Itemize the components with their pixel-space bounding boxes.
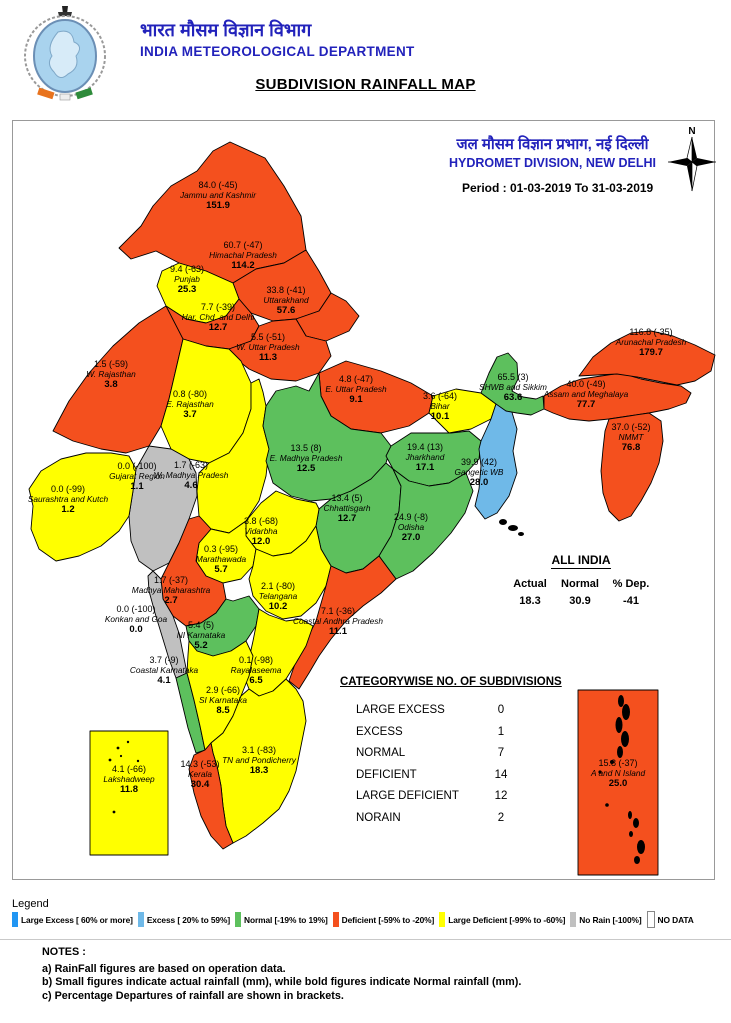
category-row: LARGE DEFICIENT 12	[340, 790, 575, 802]
category-label: NORAIN	[356, 811, 401, 824]
legend-item: No Rain [-100%]	[570, 912, 642, 927]
page-title: SUBDIVISION RAINFALL MAP	[255, 76, 476, 93]
legend-item-label: Normal [-19% to 19%]	[244, 914, 328, 925]
notes-section: NOTES : a) RainFall figures are based on…	[42, 946, 521, 1003]
legend-color-chip	[137, 912, 144, 927]
category-row: EXCESS 1	[340, 726, 575, 738]
division-name: HYDROMET DIVISION, NEW DELHI	[449, 156, 656, 170]
category-count: 14	[494, 768, 508, 781]
legend-color-chip	[332, 912, 339, 927]
category-label: NORMAL	[356, 747, 406, 759]
imd-logo	[24, 6, 106, 101]
legend-item: Deficient [-59% to -20%]	[332, 912, 435, 927]
category-row: DEFICIENT 14	[340, 769, 575, 781]
legend-item: Large Excess [ 60% or more]	[12, 912, 133, 927]
categorywise-table: CATEGORYWISE NO. OF SUBDIVISIONS LARGE E…	[340, 676, 575, 833]
legend-color-chip	[235, 912, 242, 927]
map-frame	[12, 120, 715, 880]
category-label: DEFICIENT	[356, 768, 417, 781]
categorywise-title: CATEGORYWISE NO. OF SUBDIVISIONS	[340, 676, 562, 688]
note-a: a) RainFall figures are based on operati…	[42, 962, 286, 975]
all-india-title: ALL INDIA	[551, 553, 611, 569]
imd-org-name: INDIA METEOROLOGICAL DEPARTMENT	[140, 44, 415, 59]
category-table-rows: LARGE EXCESS 0 EXCESS 1 NORMAL 7 DEFICIENT 14 LA…	[340, 704, 575, 824]
all-india-header-row: Actual Normal % Dep.	[505, 578, 657, 590]
category-count: 1	[497, 725, 505, 738]
legend-color-chip	[12, 912, 18, 927]
legend-item: Large Deficient [-99% to -60%]	[439, 912, 565, 927]
legend-item: Excess [ 20% to 59%]	[137, 912, 231, 927]
all-india-normal-value: 30.9	[569, 595, 591, 607]
division-hindi: जल मौसम विज्ञान प्रभाग, नई दिल्ली	[456, 136, 649, 153]
category-count: 0	[497, 704, 505, 716]
legend-item-label: No Rain [-100%]	[579, 914, 642, 925]
category-label: EXCESS	[356, 725, 403, 738]
legend-item-label: Large Deficient [-99% to -60%]	[448, 914, 566, 925]
all-india-col-normal: Normal	[561, 578, 599, 590]
notes-title: NOTES :	[42, 946, 86, 958]
category-row: LARGE EXCESS 0	[340, 704, 575, 716]
note-b: b) Small figures indicate actual rainfal…	[42, 976, 522, 988]
category-count: 12	[494, 790, 508, 802]
legend-color-chip	[646, 911, 655, 928]
legend-item-label: Large Excess [ 60% or more]	[21, 914, 133, 925]
legend-item-label: Deficient [-59% to -20%]	[341, 914, 435, 925]
all-india-values-row: 18.3 30.9 -41	[505, 595, 657, 607]
all-india-summary: ALL INDIA Actual Normal % Dep. 18.3 30.9…	[505, 551, 657, 607]
all-india-col-actual: Actual	[513, 578, 547, 590]
legend-item-label: Excess [ 20% to 59%]	[146, 914, 231, 925]
category-count: 2	[497, 811, 505, 824]
imd-hindi-title: भारत मौसम विज्ञान विभाग	[140, 20, 312, 40]
legend-color-chip	[570, 912, 577, 927]
category-row: NORMAL 7	[340, 747, 575, 759]
category-row: NORAIN 2	[340, 812, 575, 824]
divider-line	[0, 939, 731, 940]
legend-color-chip	[439, 912, 446, 927]
period-text: Period : 01-03-2019 To 31-03-2019	[462, 181, 654, 195]
legend-item: Normal [-19% to 19%]	[235, 912, 328, 927]
note-c: c) Percentage Departures of rainfall are…	[42, 989, 344, 1002]
category-count: 7	[497, 747, 505, 759]
legend-item: NO DATA	[646, 911, 694, 928]
legend-title: Legend	[12, 898, 49, 910]
all-india-col-dep: % Dep.	[612, 578, 650, 590]
category-label: LARGE DEFICIENT	[356, 790, 459, 802]
legend-items: Large Excess [ 60% or more] Excess [ 20% …	[12, 911, 722, 928]
all-india-actual-value: 18.3	[519, 595, 541, 607]
legend-item-label: NO DATA	[657, 914, 694, 925]
all-india-dep-value: -41	[623, 595, 639, 607]
category-label: LARGE EXCESS	[356, 704, 445, 716]
